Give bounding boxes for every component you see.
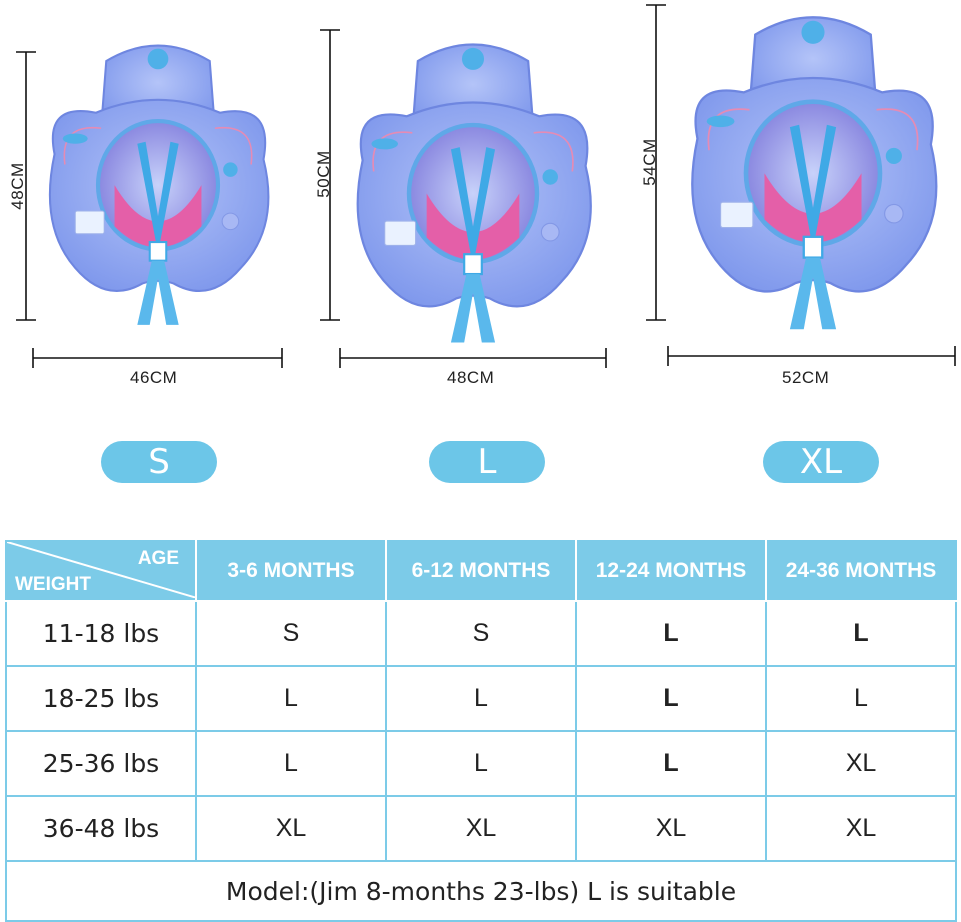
size-badge: L (429, 441, 545, 483)
height-label: 54CM (640, 138, 659, 186)
size-cell: S (385, 600, 577, 667)
table-row: 18-25 lbs L L L L (5, 665, 957, 732)
model-note: Model:(Jim 8-months 23-lbs) L is suitabl… (5, 860, 957, 922)
size-cell: L (575, 600, 767, 667)
table-row: 25-36 lbs L L L XL (5, 730, 957, 797)
product-image (338, 28, 608, 348)
age-header: 24-36 MONTHS (765, 540, 957, 602)
size-cell: XL (765, 730, 957, 797)
table-row: 36-48 lbs XL XL XL XL (5, 795, 957, 862)
size-cell: L (765, 665, 957, 732)
weight-cell: 18-25 lbs (5, 665, 197, 732)
table-row: 11-18 lbs S S L L (5, 600, 957, 667)
age-header: 3-6 MONTHS (195, 540, 387, 602)
weight-cell: 36-48 lbs (5, 795, 197, 862)
height-label: 48CM (8, 162, 27, 210)
baby-swim-float-image (356, 43, 592, 343)
size-cell: XL (385, 795, 577, 862)
size-cell: XL (195, 795, 387, 862)
baby-swim-float-image (691, 16, 938, 330)
width-label: 46CM (130, 368, 178, 387)
product-image (668, 0, 958, 335)
age-header: 6-12 MONTHS (385, 540, 577, 602)
width-label: 48CM (447, 368, 495, 387)
size-cell: L (385, 665, 577, 732)
table-header-row: AGE WEIGHT 3-6 MONTHS 6-12 MONTHS 12-24 … (5, 540, 957, 602)
table-footer-row: Model:(Jim 8-months 23-lbs) L is suitabl… (5, 860, 957, 922)
size-cell: L (385, 730, 577, 797)
size-cell: L (765, 600, 957, 667)
size-cell: L (195, 665, 387, 732)
size-chart-table: AGE WEIGHT 3-6 MONTHS 6-12 MONTHS 12-24 … (5, 540, 957, 922)
size-cell: XL (765, 795, 957, 862)
width-label: 52CM (782, 368, 830, 387)
size-cell: L (195, 730, 387, 797)
weight-cell: 11-18 lbs (5, 600, 197, 667)
size-cell: S (195, 600, 387, 667)
age-label: AGE (137, 548, 179, 569)
baby-swim-float-image (48, 44, 270, 325)
size-badge: XL (763, 441, 879, 483)
product-image (33, 30, 283, 330)
age-weight-corner-cell: AGE WEIGHT (5, 540, 197, 602)
size-cell: L (575, 730, 767, 797)
age-header: 12-24 MONTHS (575, 540, 767, 602)
diagonal-divider (7, 542, 197, 598)
height-label: 50CM (314, 150, 333, 198)
size-badge: S (101, 441, 217, 483)
size-cell: XL (575, 795, 767, 862)
size-cell: L (575, 665, 767, 732)
weight-cell: 25-36 lbs (5, 730, 197, 797)
weight-label: WEIGHT (15, 574, 91, 595)
